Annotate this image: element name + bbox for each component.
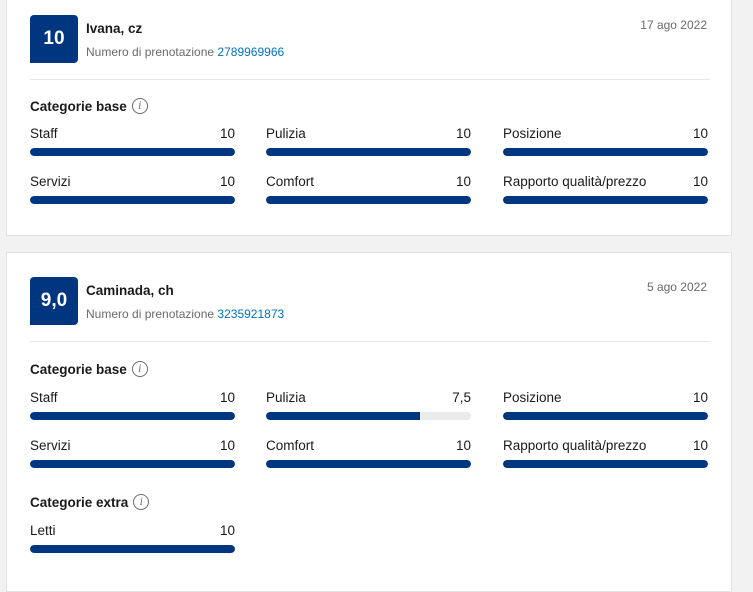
category-label: Servizi xyxy=(30,438,71,453)
category-row: Comfort 10 xyxy=(266,174,471,208)
category-label: Rapporto qualità/prezzo xyxy=(503,174,647,189)
booking-info: Numero di prenotazione 2789969966 xyxy=(86,45,284,59)
category-row: Servizi 10 xyxy=(30,438,235,472)
score-fill xyxy=(30,196,235,204)
category-label: Staff xyxy=(30,390,58,405)
section-title-text: Categorie extra xyxy=(30,494,129,510)
info-icon[interactable]: i xyxy=(131,98,148,114)
review-card: 9,0 Caminada, ch Numero di prenotazione … xyxy=(6,252,732,592)
reviewer-name: Caminada, ch xyxy=(86,283,174,298)
category-label: Rapporto qualità/prezzo xyxy=(503,438,647,453)
score-fill xyxy=(30,148,235,156)
score-badge: 10 xyxy=(30,15,78,63)
category-value: 10 xyxy=(219,126,235,141)
score-track xyxy=(30,148,235,156)
review-card: 10 Ivana, cz Numero di prenotazione 2789… xyxy=(6,0,732,236)
category-row: Servizi 10 xyxy=(30,174,235,208)
category-row: Rapporto qualità/prezzo 10 xyxy=(503,174,708,208)
category-value: 10 xyxy=(219,523,235,538)
score-track xyxy=(266,412,471,420)
score-badge: 9,0 xyxy=(30,277,78,325)
category-row: Posizione 10 xyxy=(503,126,708,160)
category-label: Comfort xyxy=(266,438,315,453)
score-track xyxy=(30,196,235,204)
category-value: 10 xyxy=(455,438,471,453)
score-track xyxy=(503,460,708,468)
booking-label: Numero di prenotazione xyxy=(86,45,215,59)
info-icon[interactable]: i xyxy=(133,494,150,510)
score-track xyxy=(266,148,471,156)
score-track xyxy=(503,148,708,156)
category-label: Pulizia xyxy=(266,390,306,405)
category-value: 10 xyxy=(692,174,708,189)
score-fill xyxy=(30,545,235,553)
section-title-text: Categorie base xyxy=(30,361,127,377)
score-fill xyxy=(266,412,420,420)
category-label: Servizi xyxy=(30,174,71,189)
divider xyxy=(30,341,710,342)
score-track xyxy=(30,412,235,420)
category-label: Letti xyxy=(30,523,56,538)
category-row: Staff 10 xyxy=(30,390,235,424)
score-track xyxy=(30,460,235,468)
score-track xyxy=(266,460,471,468)
category-label: Staff xyxy=(30,126,58,141)
category-value: 10 xyxy=(455,174,471,189)
score-fill xyxy=(30,412,235,420)
category-label: Comfort xyxy=(266,174,315,189)
booking-label: Numero di prenotazione xyxy=(86,307,215,321)
section-title: Categorie base i xyxy=(30,98,148,114)
category-row: Pulizia 7,5 xyxy=(266,390,471,424)
review-date: 5 ago 2022 xyxy=(646,280,707,294)
score-fill xyxy=(266,460,471,468)
section-title: Categorie extra i xyxy=(30,494,150,510)
category-label: Posizione xyxy=(503,126,562,141)
category-value: 7,5 xyxy=(452,390,471,405)
category-row: Posizione 10 xyxy=(503,390,708,424)
category-row: Comfort 10 xyxy=(266,438,471,472)
category-value: 10 xyxy=(219,390,235,405)
section-title: Categorie base i xyxy=(30,361,148,377)
divider xyxy=(30,79,710,80)
category-value: 10 xyxy=(455,126,471,141)
category-label: Pulizia xyxy=(266,126,306,141)
info-icon[interactable]: i xyxy=(131,361,148,377)
category-value: 10 xyxy=(219,174,235,189)
category-value: 10 xyxy=(692,126,708,141)
booking-info: Numero di prenotazione 3235921873 xyxy=(86,307,284,321)
score-track xyxy=(503,196,708,204)
booking-number-link[interactable]: 2789969966 xyxy=(217,45,285,59)
category-value: 10 xyxy=(219,438,235,453)
score-fill xyxy=(266,196,471,204)
category-row: Staff 10 xyxy=(30,126,235,160)
score-fill xyxy=(266,148,471,156)
score-track xyxy=(503,412,708,420)
score-fill xyxy=(503,460,708,468)
score-fill xyxy=(503,148,708,156)
reviewer-name: Ivana, cz xyxy=(86,21,143,36)
score-track xyxy=(30,545,235,553)
category-value: 10 xyxy=(692,390,708,405)
category-label: Posizione xyxy=(503,390,562,405)
booking-number-link[interactable]: 3235921873 xyxy=(217,307,285,321)
category-row: Pulizia 10 xyxy=(266,126,471,160)
category-row: Rapporto qualità/prezzo 10 xyxy=(503,438,708,472)
section-title-text: Categorie base xyxy=(30,98,127,114)
score-fill xyxy=(503,196,708,204)
score-track xyxy=(266,196,471,204)
score-fill xyxy=(30,460,235,468)
category-value: 10 xyxy=(692,438,708,453)
category-row: Letti 10 xyxy=(30,523,235,557)
score-fill xyxy=(503,412,708,420)
review-date: 17 ago 2022 xyxy=(640,18,707,32)
